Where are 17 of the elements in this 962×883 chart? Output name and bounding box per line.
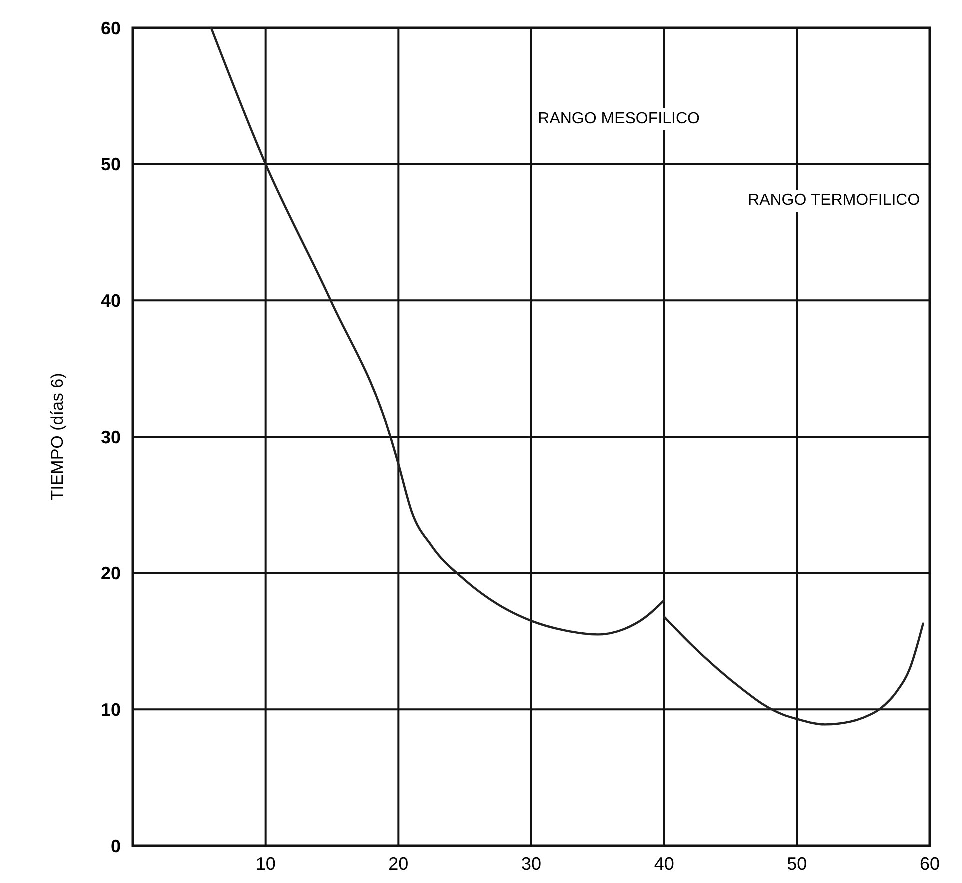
x-tick-label: 20 — [388, 854, 409, 874]
x-tick-label: 10 — [256, 854, 276, 874]
x-tick-label: 60 — [920, 854, 940, 874]
y-tick-label: 30 — [100, 427, 121, 448]
y-tick-label: 50 — [100, 154, 121, 175]
annotation: RANGO MESOFILICO — [538, 110, 700, 128]
y-axis-title: TIEMPO (días 6) — [48, 373, 67, 501]
y-tick-label: 10 — [100, 700, 121, 720]
annotation: RANGO TERMOFILICO — [748, 192, 920, 210]
line-series — [663, 616, 924, 726]
x-tick-label: 40 — [654, 854, 674, 874]
x-tick-label: 30 — [521, 854, 542, 874]
y-tick-label: 20 — [100, 564, 121, 584]
y-tick-label: 0 — [110, 836, 121, 856]
y-tick-label: 40 — [100, 290, 121, 311]
y-tick-label: 60 — [100, 18, 121, 38]
x-tick-label: 50 — [787, 854, 808, 874]
